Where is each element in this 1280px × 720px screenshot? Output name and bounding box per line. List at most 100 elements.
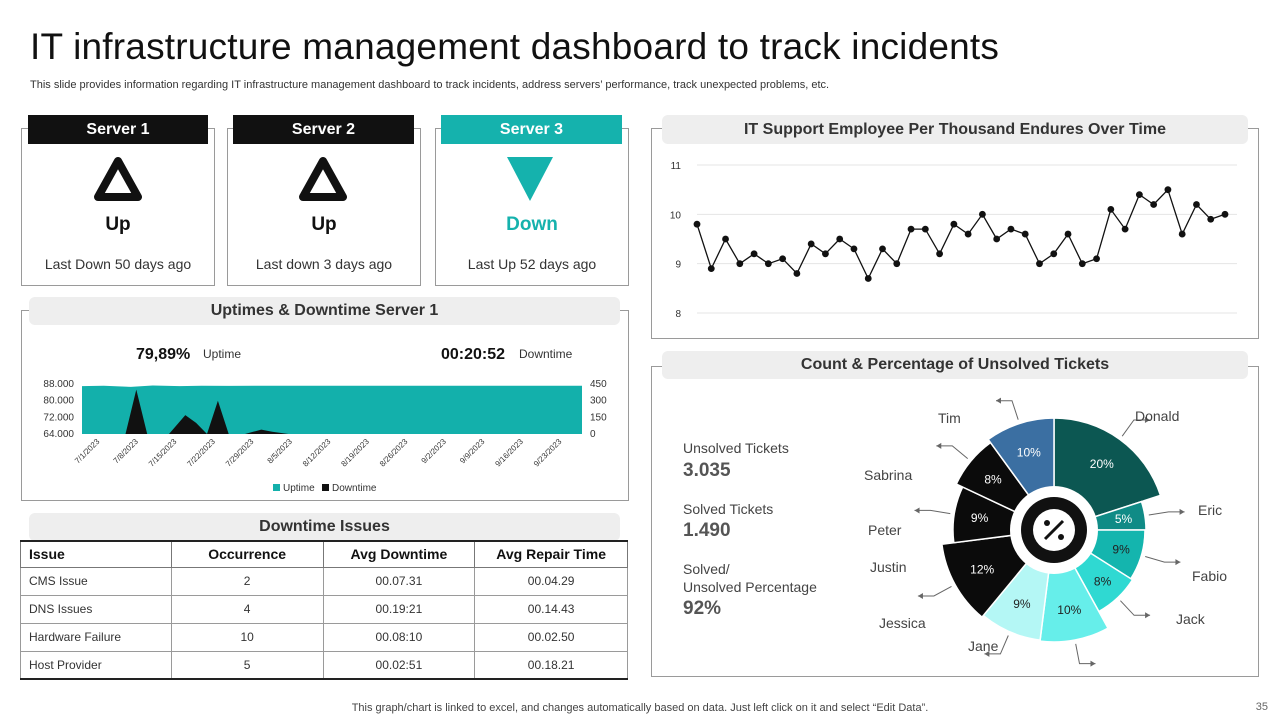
x-tick: 8/19/2023 <box>339 437 371 469</box>
line-point <box>864 275 872 282</box>
column-header-issue: Issue <box>20 540 172 568</box>
table-cell: 00.14.43 <box>474 594 628 624</box>
line-point <box>964 230 972 238</box>
pie-label-jack: Jack <box>1176 611 1205 627</box>
pie-callout <box>984 635 1009 655</box>
x-tick: 8/12/2023 <box>301 437 333 469</box>
page-title: IT infrastructure management dashboard t… <box>30 26 1000 67</box>
line-panel <box>651 128 1259 339</box>
pie-label-eric: Eric <box>1198 502 1223 518</box>
downtime-issues-table: Issue Occurrence Avg Downtime Avg Repair… <box>20 540 628 680</box>
x-tick: 7/15/2023 <box>147 437 179 469</box>
line-point <box>936 250 943 258</box>
pie-callout <box>1145 556 1181 563</box>
x-tick: 7/8/2023 <box>112 437 141 466</box>
uptime-panel-title: Uptimes & Downtime Server 1 <box>29 297 620 325</box>
line-point <box>921 225 929 233</box>
table-cell: 00.07.31 <box>322 566 476 596</box>
line-point <box>1093 255 1100 263</box>
pie-callout-arrow <box>936 442 942 449</box>
pie-callout-arrow <box>1179 508 1185 515</box>
y-tick-left: 88.000 <box>43 379 74 390</box>
line-point <box>1150 201 1158 208</box>
line-point <box>807 240 815 248</box>
issues-panel-title: Downtime Issues <box>29 513 620 541</box>
table-header-row: Issue Occurrence Avg Downtime Avg Repair… <box>20 540 628 568</box>
pie-label-justin: Justin <box>870 559 907 575</box>
y-tick-right: 150 <box>590 412 607 423</box>
pie-label-jane: Jane <box>968 638 999 654</box>
line-point <box>793 270 801 277</box>
pie-callout <box>996 400 1019 420</box>
page-subtitle: This slide provides information regardin… <box>30 79 830 91</box>
line-point <box>1178 230 1186 238</box>
table-cell: 00.02.50 <box>474 622 628 652</box>
line-panel-title: IT Support Employee Per Thousand Endures… <box>662 115 1248 144</box>
pie-callout-arrow <box>1175 559 1181 566</box>
pie-value-label: 8% <box>1094 575 1112 589</box>
line-point <box>836 235 844 243</box>
line-point <box>779 255 787 263</box>
triangle-down-icon <box>507 157 553 201</box>
triangle-up-icon <box>299 157 347 201</box>
chart-legend: Uptime Downtime <box>273 483 377 494</box>
line-point <box>1207 215 1215 223</box>
y-tick-right: 300 <box>590 396 607 407</box>
line-point <box>722 235 729 243</box>
server-card-1 <box>21 128 215 286</box>
line-point <box>1078 260 1086 268</box>
solved-tickets-label: Solved Tickets <box>683 501 774 517</box>
line-point <box>1135 191 1143 198</box>
pie-callout <box>914 509 951 515</box>
line-point <box>907 225 915 233</box>
pie-callout <box>1148 511 1185 516</box>
line-point <box>879 245 886 253</box>
table-cell: 2 <box>170 566 324 596</box>
pie-label-tim: Tim <box>938 410 961 426</box>
table-cell: 5 <box>170 650 324 680</box>
y-tick-right: 450 <box>590 379 607 390</box>
pie-callout <box>1120 600 1151 616</box>
x-tick: 7/29/2023 <box>224 437 256 469</box>
table-cell: Hardware Failure <box>20 622 172 652</box>
line-point <box>750 250 758 258</box>
pie-value-label: 10% <box>1017 446 1041 460</box>
line-point <box>1164 186 1172 194</box>
pie-value-label: 5% <box>1115 512 1133 526</box>
table-cell: 00.18.21 <box>474 650 628 680</box>
server-3-note: Last Up 52 days ago <box>467 256 597 272</box>
percentage-label-line1: Solved/ <box>683 561 730 577</box>
line-point <box>1121 225 1129 233</box>
uptime-value: 79,89% <box>136 346 191 363</box>
y-tick-left: 72.000 <box>43 412 74 423</box>
pie-value-label: 9% <box>971 511 989 525</box>
table-row: Host Provider 5 00.02:51 00.18.21 <box>20 650 628 680</box>
pie-value-label: 12% <box>970 563 994 577</box>
triangle-up-icon <box>94 157 142 201</box>
server-1-note: Last Down 50 days ago <box>44 256 192 272</box>
table-cell: 10 <box>170 622 324 652</box>
x-tick: 9/23/2023 <box>532 437 564 469</box>
pie-value-label: 20% <box>1090 457 1114 471</box>
line-point <box>1107 206 1115 213</box>
line-point <box>1050 250 1058 258</box>
table-cell: 00.04.29 <box>474 566 628 596</box>
server-1-header: Server 1 <box>28 115 208 144</box>
x-tick: 9/9/2023 <box>458 437 487 466</box>
pie-callout <box>936 445 969 459</box>
pie-callout <box>1121 419 1150 437</box>
legend-uptime: Uptime <box>283 483 315 494</box>
pie-callout-arrow <box>1144 416 1150 423</box>
x-tick: 8/5/2023 <box>266 437 295 466</box>
percent-icon <box>1010 486 1098 574</box>
pie-label-sabrina: Sabrina <box>864 467 913 483</box>
pie-value-label: 8% <box>984 473 1002 487</box>
x-tick: 7/22/2023 <box>185 437 217 469</box>
downtime-value: 00:20:52 <box>441 346 506 363</box>
server-3-header: Server 3 <box>441 115 622 144</box>
line-point <box>736 260 744 268</box>
x-tick: 7/1/2023 <box>73 437 102 466</box>
legend-swatch-uptime <box>273 484 280 491</box>
it-support-line-chart: 11 10 9 8 <box>670 161 1237 320</box>
area-series-uptime <box>82 385 582 434</box>
